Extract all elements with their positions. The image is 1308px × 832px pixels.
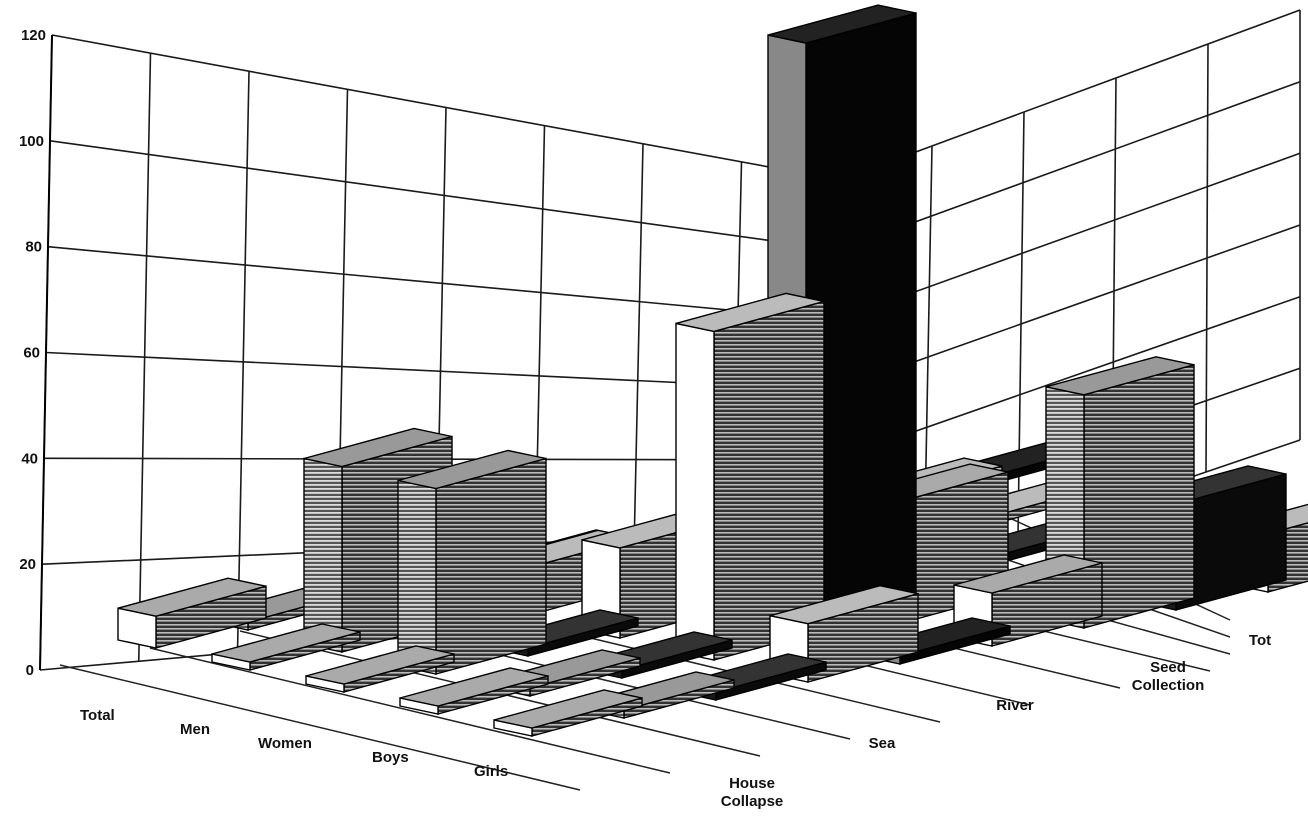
bar-front [303,457,343,653]
x-category-label: Boys [372,749,409,766]
bar-front [397,479,437,675]
bar [399,667,549,715]
bar [211,623,361,671]
bar-top [675,292,825,333]
z-category-line: Collection [1132,677,1205,694]
z-category-line: River [996,697,1034,714]
bar-top [117,577,267,617]
y-tick-label: 40 [21,450,38,467]
z-category-line: Collapse [721,793,784,810]
gridline-horizontal [45,224,1301,391]
y-tick-label: 20 [19,556,36,573]
floor-line [149,647,671,774]
z-category-line: House [729,775,775,792]
z-category-label: River [996,697,1034,714]
z-category-label: House Collapse [721,775,784,810]
bars-layer [117,4,1308,737]
bar [117,577,267,649]
z-category-line: Sea [869,735,896,752]
bar-top [303,427,453,468]
floor-line [59,664,581,791]
y-axis [39,34,53,671]
labels-layer: 0 20 40 60 80 100 120 Total Men Women Boys Girls Hou… [19,27,1271,810]
bar-top [493,689,643,729]
y-tick-label: 60 [23,345,40,362]
bar-top [767,4,917,44]
gridline-side [1205,43,1209,473]
gridline-horizontal [51,9,1301,181]
bar-top [399,667,549,707]
y-tick-label: 120 [21,27,46,44]
bar [397,449,547,675]
y-tick-label: 80 [25,239,42,256]
bar-side [435,457,547,675]
z-category-line: Tot [1249,632,1271,649]
x-category-label: Girls [474,763,508,780]
y-tick-label: 0 [26,662,34,679]
z-category-label: Tot [1249,632,1271,649]
bar [493,689,643,737]
gridline-horizontal [49,80,1301,251]
z-category-label: Seed Collection [1132,659,1205,694]
bar [953,554,1103,647]
bar-top [1045,356,1195,396]
z-category-line: Seed [1150,659,1186,676]
bar-front [675,322,715,661]
bar [675,292,825,661]
x-category-label: Women [258,735,312,752]
gridline-horizontal [47,152,1301,321]
z-category-label: Sea [869,735,896,752]
bar-top [397,449,547,490]
bar-top [305,645,455,685]
bar [305,645,455,693]
bar-top [211,623,361,663]
y-tick-label: 100 [19,133,44,150]
x-category-label: Men [180,721,210,738]
bar-top [769,584,919,625]
x-category-label: Total [80,707,115,724]
bar-top [953,554,1103,594]
